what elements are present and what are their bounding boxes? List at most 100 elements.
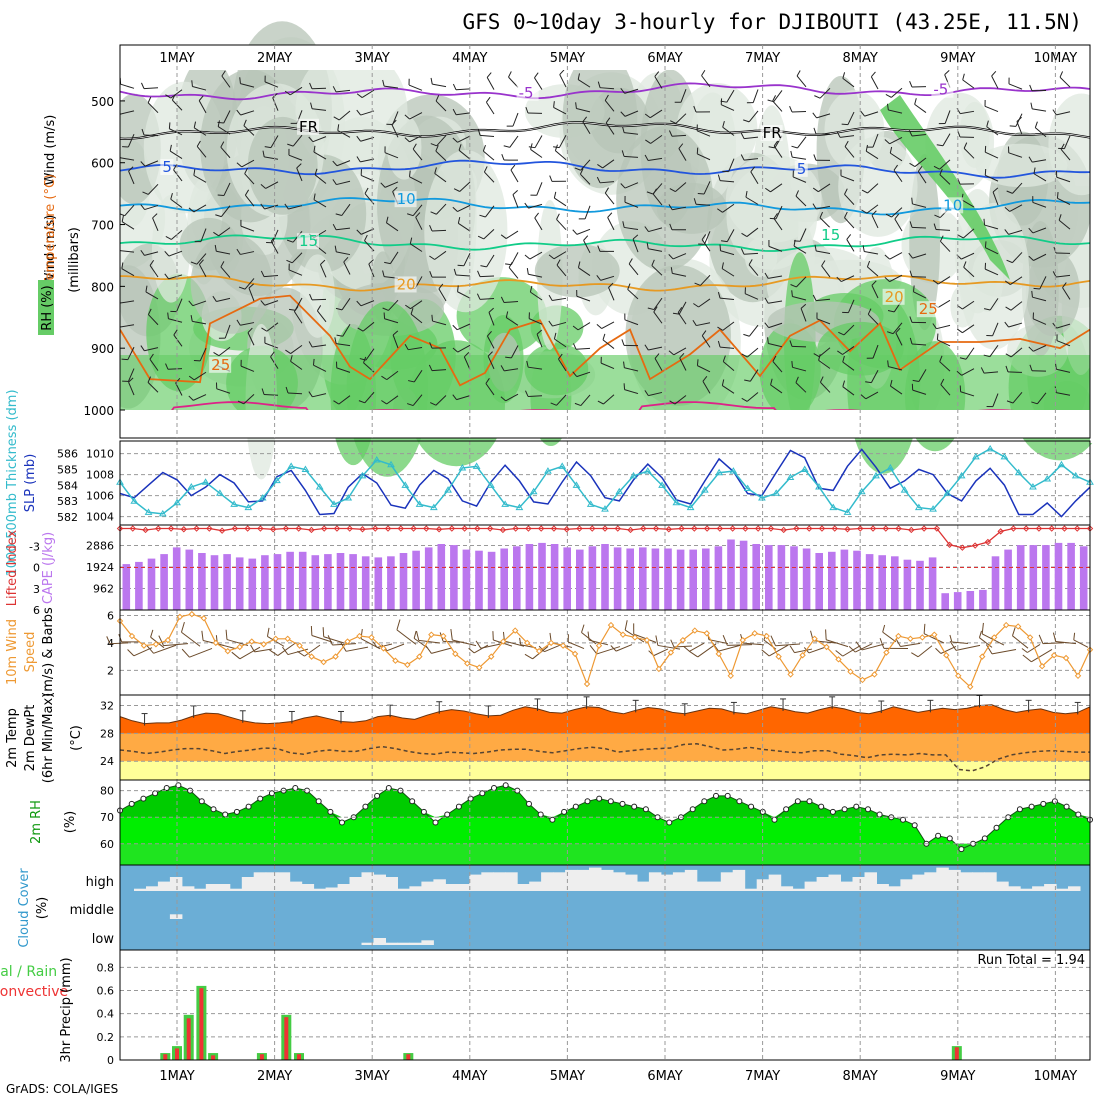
cape-bar: [463, 550, 471, 610]
data-point-rh: [819, 804, 824, 809]
wind-barb: [912, 277, 926, 278]
cloud-cell-high: [493, 872, 506, 891]
cloud-cell-high: [817, 877, 830, 891]
wind-barb-10m: [698, 644, 716, 657]
contour-label: 25: [919, 300, 938, 318]
cape-bar: [299, 552, 307, 610]
rh-shading: [191, 234, 273, 334]
data-point-rh: [386, 786, 391, 791]
wind-barb-flag: [937, 334, 938, 340]
cape-bar: [223, 554, 231, 610]
wind-barb-flag: [883, 625, 885, 632]
contour-label: 25: [211, 356, 230, 374]
row-label-middle: middle: [70, 903, 114, 918]
y-tick-label-left: 6: [33, 604, 40, 617]
cloud-cell-high: [709, 882, 722, 891]
cloud-cell-high: [1032, 886, 1045, 891]
cape-bar: [1055, 543, 1063, 610]
cloud-cell-high: [769, 875, 782, 891]
contour-label: 5: [797, 160, 807, 178]
data-point-rh: [562, 809, 567, 814]
cloud-cell-high: [529, 882, 542, 891]
wind-barb-flag: [169, 122, 170, 128]
y-tick-label-left: 586: [57, 448, 78, 461]
cape-bar: [362, 556, 370, 610]
y-tick-label: 800: [91, 280, 114, 294]
cloud-cell-high: [601, 870, 614, 891]
data-point-rh: [1017, 807, 1022, 812]
wind-barb-flag: [1032, 291, 1033, 297]
cape-bar: [286, 552, 294, 610]
data-point-rh: [223, 812, 228, 817]
data-point-rh: [667, 820, 672, 825]
cape-bar: [1042, 545, 1050, 610]
y-tick-label: 1008: [86, 469, 114, 482]
cape-bar: [752, 544, 760, 610]
wind-barb-flag: [689, 651, 697, 657]
ylabel-total-rain: Total / Rain: [0, 964, 57, 980]
cape-bar: [488, 552, 496, 610]
cape-bar: [815, 553, 823, 610]
wind-barb-10m: [809, 648, 824, 653]
cape-bar: [538, 543, 546, 610]
cloud-cell-high: [505, 872, 518, 891]
data-point-rh: [854, 804, 859, 809]
y-tick-label: 6: [107, 609, 114, 622]
cape-bar: [992, 556, 1000, 610]
y-tick-label: 500: [91, 95, 114, 109]
data-point-rh: [947, 836, 952, 841]
wind-barb-flag: [458, 265, 464, 266]
cloud-cell-high: [589, 868, 602, 891]
wind-barb-flag: [984, 219, 985, 225]
row-label-high: high: [86, 875, 114, 890]
y-tick-label: 2886: [86, 539, 114, 552]
cape-bar: [274, 554, 282, 610]
wind-barb-10m: [992, 649, 1016, 653]
cloud-cell-high: [841, 882, 854, 891]
data-point-wind: [237, 645, 242, 650]
cape-bar: [148, 559, 156, 610]
x-tick-label-bottom: 7MAY: [745, 1069, 780, 1084]
wind-barb-10m: [597, 647, 620, 654]
data-point-rh: [912, 823, 917, 828]
cape-bar: [135, 562, 143, 610]
wind-barb-flag: [1023, 655, 1031, 662]
wind-barb-flag: [588, 632, 589, 641]
cloud-cell-low: [409, 943, 422, 945]
wind-barb-flag: [1039, 635, 1043, 644]
cape-bar: [979, 590, 987, 610]
cloud-cell-high: [158, 882, 171, 891]
cloud-cell-high: [386, 877, 399, 891]
data-point-rh: [445, 812, 450, 817]
x-tick-label-bottom: 4MAY: [452, 1069, 487, 1084]
precip-bar-convective: [297, 1054, 301, 1060]
contour-label: 15: [299, 232, 318, 250]
x-tick-label-top: 9MAY: [940, 51, 975, 66]
wind-barb-flag: [985, 241, 986, 247]
cape-bar: [954, 592, 962, 610]
wind-barb-flag: [697, 359, 698, 365]
wind-barb-flag: [1012, 627, 1015, 636]
wind-barb-flag: [525, 654, 533, 659]
data-point-rh: [538, 812, 543, 817]
data-point-rh: [772, 817, 777, 822]
data-point-rh: [234, 809, 239, 814]
precip-bar-convective: [955, 1047, 959, 1060]
wind-barb-flag: [426, 646, 432, 654]
cape-bar: [589, 546, 597, 610]
wind-barb-flag: [790, 646, 794, 653]
cape-bar: [160, 554, 168, 610]
data-point-rh: [1041, 801, 1046, 806]
cloud-cell-high: [733, 870, 746, 891]
y-tick-label: 600: [91, 157, 114, 171]
cape-bar: [186, 550, 194, 610]
wind-barb-10m: [397, 630, 416, 645]
cloud-cell-high: [673, 872, 686, 891]
data-point-wind: [585, 682, 590, 687]
rh-shading: [657, 183, 727, 234]
wind-barb-flag: [128, 650, 134, 656]
wind-barb-flag: [1074, 633, 1075, 640]
cloud-cell-high: [960, 872, 973, 891]
wind-barb-flag: [826, 629, 827, 639]
